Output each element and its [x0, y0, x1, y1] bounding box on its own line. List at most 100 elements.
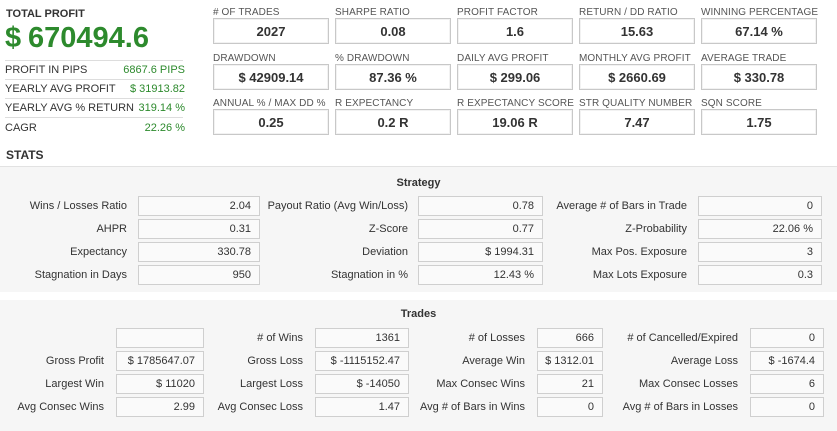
metric-value: $ 330.78 [701, 64, 817, 90]
trades-stat-label: Max Consec Wins [436, 378, 525, 390]
summary-row-value: 22.26 % [144, 122, 185, 134]
trades-stat-label: # of Wins [257, 332, 303, 344]
trades-stat-label: Avg Consec Wins [17, 401, 104, 413]
metric-value: $ 299.06 [457, 64, 573, 90]
trades-stat-value: 2.99 [116, 397, 204, 417]
trades-stat-value: 21 [537, 374, 603, 394]
metric-label: SQN SCORE [701, 98, 762, 109]
strategy-stat-value: 950 [138, 265, 260, 285]
stats-divider [0, 166, 837, 167]
trades-stat-value: 1.47 [315, 397, 409, 417]
trades-stat-value: 0 [750, 328, 824, 348]
trades-stat-label: Avg # of Bars in Losses [622, 401, 738, 413]
trades-stat-value: 6 [750, 374, 824, 394]
trades-stat-value: 666 [537, 328, 603, 348]
trades-stat-label: Gross Profit [45, 355, 104, 367]
trades-stat-label: Largest Win [45, 378, 104, 390]
summary-row-label: YEARLY AVG PROFIT [5, 83, 116, 95]
trades-stat-label: Avg # of Bars in Wins [420, 401, 525, 413]
trades-stat-label: Average Loss [670, 355, 738, 367]
strategy-stat-value: 0.3 [698, 265, 822, 285]
summary-divider [5, 98, 183, 99]
strategy-stat-value: 3 [698, 242, 822, 262]
strategy-stat-value: 330.78 [138, 242, 260, 262]
metric-label: % DRAWDOWN [335, 53, 410, 64]
trades-stat-label: Gross Loss [247, 355, 303, 367]
strategy-stat-value: 22.06 % [698, 219, 822, 239]
summary-row-label: YEARLY AVG % RETURN [5, 102, 134, 114]
trades-stat-value: $ -1115152.47 [315, 351, 409, 371]
metric-value: 2027 [213, 18, 329, 44]
metric-value: 1.75 [701, 109, 817, 135]
strategy-stat-label: Expectancy [70, 246, 127, 258]
metric-value: $ 42909.14 [213, 64, 329, 90]
strategy-stat-value: 0 [698, 196, 822, 216]
trades-stat-value: $ -1674.4 [750, 351, 824, 371]
summary-row-label: PROFIT IN PIPS [5, 64, 88, 76]
total-profit-value: 670494.6 [28, 22, 149, 54]
trades-stat-value: 0 [537, 397, 603, 417]
strategy-stat-value: 0.31 [138, 219, 260, 239]
trades-stat-value [116, 328, 204, 348]
summary-row-value: 319.14 % [138, 102, 185, 114]
metric-label: DAILY AVG PROFIT [457, 53, 549, 64]
metric-value: 0.2 R [335, 109, 451, 135]
trades-stat-value: 1361 [315, 328, 409, 348]
metric-value: 0.25 [213, 109, 329, 135]
strategy-stat-label: Stagnation in % [330, 269, 408, 281]
summary-row-value: 6867.6 PIPS [123, 64, 185, 76]
strategy-stat-label: Deviation [362, 246, 408, 258]
metric-label: DRAWDOWN [213, 53, 276, 64]
trades-stat-label: Largest Loss [240, 378, 303, 390]
strategy-title: Strategy [396, 177, 441, 189]
trades-stat-value: $ 1312.01 [537, 351, 603, 371]
metric-value: $ 2660.69 [579, 64, 695, 90]
strategy-stat-label: Z-Score [368, 223, 408, 235]
trades-stat-value: $ 1785647.07 [116, 351, 204, 371]
strategy-stat-label: Max Lots Exposure [592, 269, 687, 281]
metric-value: 7.47 [579, 109, 695, 135]
metric-value: 87.36 % [335, 64, 451, 90]
strategy-stat-value: 2.04 [138, 196, 260, 216]
metric-label: R EXPECTANCY [335, 98, 414, 109]
total-profit-label: TOTAL PROFIT [6, 8, 85, 20]
summary-divider [5, 117, 183, 118]
metric-label: AVERAGE TRADE [701, 53, 787, 64]
strategy-stat-label: Average # of Bars in Trade [556, 200, 687, 212]
trades-stat-label: Average Win [462, 355, 525, 367]
total-profit-currency: $ [5, 22, 22, 54]
metric-label: SHARPE RATIO [335, 7, 410, 18]
trades-stat-label: Max Consec Losses [638, 378, 738, 390]
metric-label: WINNING PERCENTAGE [701, 7, 819, 18]
strategy-stat-label: Max Pos. Exposure [591, 246, 687, 258]
strategy-stat-label: Z-Probability [625, 223, 687, 235]
metric-label: R EXPECTANCY SCORE [457, 98, 575, 109]
strategy-stat-value: 0.77 [418, 219, 543, 239]
stats-title: STATS [6, 148, 44, 162]
metric-label: # OF TRADES [213, 7, 280, 18]
strategy-stat-label: Stagnation in Days [34, 269, 127, 281]
metric-label: STR QUALITY NUMBER [579, 98, 693, 109]
trades-stat-label: Avg Consec Loss [217, 401, 303, 413]
strategy-stat-value: 12.43 % [418, 265, 543, 285]
metric-label: PROFIT FACTOR [457, 7, 538, 18]
metric-value: 67.14 % [701, 18, 817, 44]
trades-title: Trades [400, 308, 437, 320]
summary-row: YEARLY AVG % RETURN 319.14 % [5, 99, 185, 117]
summary-divider [5, 60, 183, 61]
metric-label: MONTHLY AVG PROFIT [579, 53, 691, 64]
metric-label: RETURN / DD RATIO [579, 7, 678, 18]
metric-value: 19.06 R [457, 109, 573, 135]
summary-divider [5, 79, 183, 80]
summary-row: YEARLY AVG PROFIT $ 31913.82 [5, 80, 185, 98]
strategy-stat-value: 0.78 [418, 196, 543, 216]
metric-label: ANNUAL % / MAX DD % [213, 98, 326, 109]
summary-row: CAGR 22.26 % [5, 119, 185, 137]
strategy-stat-label: AHPR [96, 223, 127, 235]
trades-stat-label: # of Cancelled/Expired [627, 332, 738, 344]
trades-stat-label: # of Losses [468, 332, 525, 344]
metric-value: 0.08 [335, 18, 451, 44]
metric-value: 15.63 [579, 18, 695, 44]
strategy-stat-label: Wins / Losses Ratio [29, 200, 127, 212]
metric-value: 1.6 [457, 18, 573, 44]
